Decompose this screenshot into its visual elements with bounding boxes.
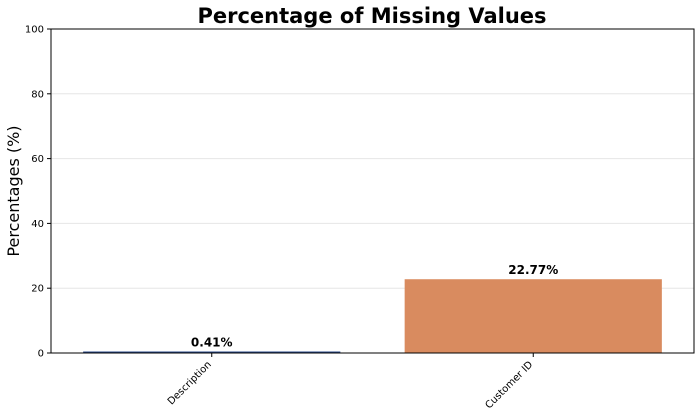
y-tick-label-80: 80 (31, 89, 44, 100)
y-tick-label-0: 0 (38, 349, 44, 360)
y-tick-label-40: 40 (31, 219, 44, 230)
bar-customer-id (404, 279, 662, 353)
y-tick-label-20: 20 (31, 284, 44, 295)
chart-title: Percentage of Missing Values (197, 4, 546, 28)
y-tick-label-60: 60 (31, 154, 44, 165)
y-tick-label-100: 100 (25, 25, 44, 36)
x-tick-label: Description (166, 359, 214, 407)
plot-frame (50, 28, 695, 354)
bar-value-label: 22.77% (508, 263, 558, 277)
bars: 0.41% 22.77% (83, 263, 662, 353)
bar-description (83, 351, 341, 353)
bar-value-label: 0.41% (191, 336, 233, 350)
x-tick-label: Customer ID (483, 359, 535, 411)
y-axis-label: Percentages (%) (4, 125, 23, 256)
